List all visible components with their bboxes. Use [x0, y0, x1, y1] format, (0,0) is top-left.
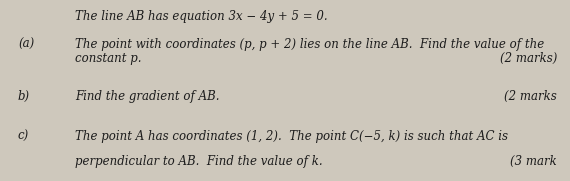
- Text: Find the gradient of AB.: Find the gradient of AB.: [75, 90, 219, 103]
- Text: b): b): [18, 90, 30, 103]
- Text: perpendicular to AB.  Find the value of k.: perpendicular to AB. Find the value of k…: [75, 155, 323, 168]
- Text: c): c): [18, 130, 29, 143]
- Text: The point A has coordinates (1, 2).  The point C(−5, k) is such that AC is: The point A has coordinates (1, 2). The …: [75, 130, 508, 143]
- Text: (3 mark: (3 mark: [510, 155, 557, 168]
- Text: The line AB has equation 3x − 4y + 5 = 0.: The line AB has equation 3x − 4y + 5 = 0…: [75, 10, 328, 23]
- Text: constant p.: constant p.: [75, 52, 141, 65]
- Text: (2 marks: (2 marks: [504, 90, 557, 103]
- Text: (a): (a): [18, 38, 34, 51]
- Text: The point with coordinates (p, p + 2) lies on the line AB.  Find the value of th: The point with coordinates (p, p + 2) li…: [75, 38, 544, 51]
- Text: (2 marks): (2 marks): [500, 52, 557, 65]
